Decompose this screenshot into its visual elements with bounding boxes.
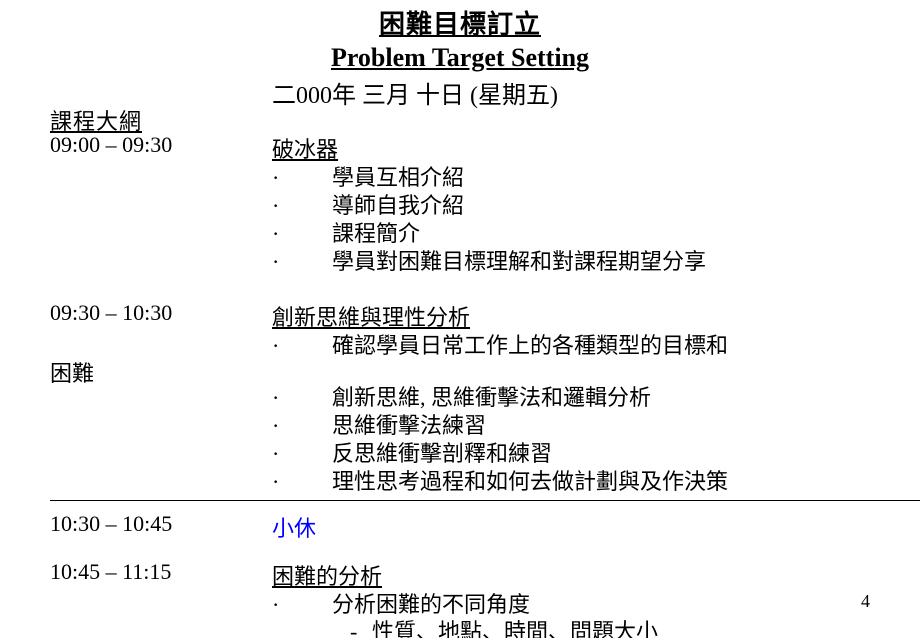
schedule-row: 10:30 – 10:45 小休 — [50, 511, 880, 541]
section-title: 創新思維與理性分析 — [272, 300, 872, 332]
bullet-item: 學員互相介紹 — [272, 164, 872, 192]
break-label: 小休 — [272, 516, 316, 541]
wrap-row: 困難 — [50, 356, 880, 384]
schedule: 09:00 – 09:30 破冰器 學員互相介紹 導師自我介紹 課程簡介 學員對… — [50, 132, 880, 638]
bullet-list: 學員互相介紹 導師自我介紹 課程簡介 學員對困難目標理解和對課程期望分享 — [272, 164, 872, 276]
section-title: 破冰器 — [272, 132, 872, 164]
document-page: 困難目標訂立 Problem Target Setting 二000年 三月 十… — [0, 4, 920, 638]
schedule-row: 10:45 – 11:15 困難的分析 分析困難的不同角度 性質、地點、時間、問… — [50, 559, 880, 638]
section-content: 小休 — [272, 511, 872, 543]
bullet-list: 創新思維, 思維衝擊法和邏輯分析 思維衝擊法練習 反思維衝擊剖釋和練習 理性思考… — [272, 384, 872, 496]
bullet-item: 分析困難的不同角度 — [272, 591, 872, 619]
time-range: 10:45 – 11:15 — [50, 559, 171, 585]
time-range: 09:00 – 09:30 — [50, 132, 172, 158]
bullet-item: 課程簡介 — [272, 220, 872, 248]
wrap-word: 困難 — [50, 361, 94, 386]
bullet-item: 理性思考過程和如何去做計劃與及作決策 — [272, 468, 872, 496]
section-content: 困難的分析 分析困難的不同角度 性質、地點、時間、問題大小 — [272, 559, 872, 638]
bullet-item: 創新思維, 思維衝擊法和邏輯分析 — [272, 384, 872, 412]
title-zh: 困難目標訂立 — [0, 4, 920, 41]
sub-bullet-item: 性質、地點、時間、問題大小 — [332, 619, 872, 638]
schedule-row: 09:30 – 10:30 創新思維與理性分析 確認學員日常工作上的各種類型的目… — [50, 300, 880, 356]
bullet-item: 思維衝擊法練習 — [272, 412, 872, 440]
title-en: Problem Target Setting — [0, 43, 920, 73]
section-content: 破冰器 學員互相介紹 導師自我介紹 課程簡介 學員對困難目標理解和對課程期望分享 — [272, 132, 872, 276]
section-content: 創新思維, 思維衝擊法和邏輯分析 思維衝擊法練習 反思維衝擊剖釋和練習 理性思考… — [272, 384, 872, 496]
time-range: 09:30 – 10:30 — [50, 300, 172, 326]
time-range: 10:30 – 10:45 — [50, 511, 172, 537]
bullet-list: 分析困難的不同角度 — [272, 591, 872, 619]
sub-bullet-list: 性質、地點、時間、問題大小 — [272, 619, 872, 638]
page-number: 4 — [861, 591, 870, 612]
bullet-item: 導師自我介紹 — [272, 192, 872, 220]
schedule-row: 09:00 – 09:30 破冰器 學員互相介紹 導師自我介紹 課程簡介 學員對… — [50, 132, 880, 282]
bullet-item: 學員對困難目標理解和對課程期望分享 — [272, 248, 872, 276]
section-title: 困難的分析 — [272, 559, 872, 591]
bullet-item: 反思維衝擊剖釋和練習 — [272, 440, 872, 468]
schedule-row-cont: 創新思維, 思維衝擊法和邏輯分析 思維衝擊法練習 反思維衝擊剖釋和練習 理性思考… — [50, 384, 880, 500]
title-block: 困難目標訂立 Problem Target Setting — [0, 4, 920, 73]
section-content: 創新思維與理性分析 確認學員日常工作上的各種類型的目標和 — [272, 300, 872, 360]
